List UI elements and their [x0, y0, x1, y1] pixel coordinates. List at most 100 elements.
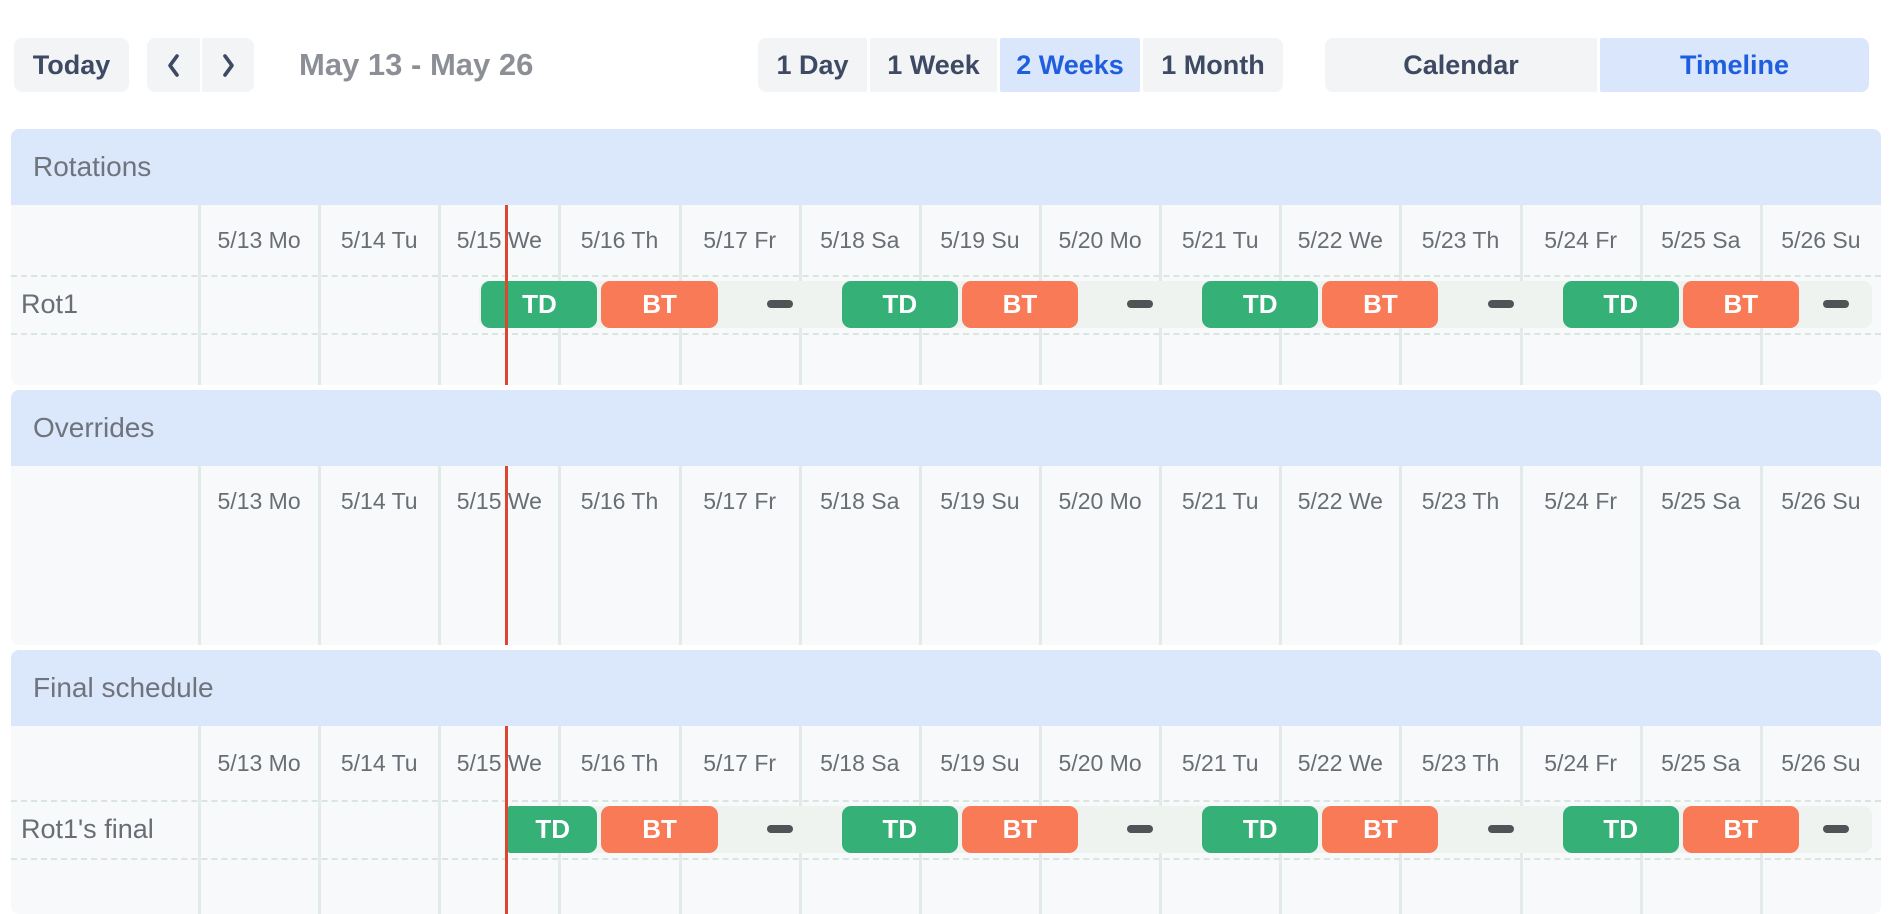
section-title: Overrides	[33, 412, 155, 443]
date-header-cell: 5/24 Fr	[1544, 750, 1618, 776]
date-header-cell: 5/13 Mo	[217, 227, 301, 253]
grid-line	[318, 726, 322, 914]
section-title: Rotations	[33, 151, 152, 182]
date-header-cell: 5/19 Su	[940, 750, 1020, 776]
chevron-right-icon	[222, 53, 234, 77]
grid-line	[1279, 466, 1283, 645]
date-header-cell: 5/25 Sa	[1661, 488, 1741, 514]
view-2-weeks-button[interactable]: 2 Weeks	[1000, 38, 1140, 92]
date-header-cell: 5/26 Su	[1781, 227, 1861, 253]
grid-line	[1159, 466, 1163, 645]
shift-bar[interactable]: TD	[507, 806, 598, 853]
date-header-cell: 5/14 Tu	[340, 488, 418, 514]
view-1-week-button[interactable]: 1 Week	[870, 38, 997, 92]
empty-slot-dash[interactable]	[766, 825, 793, 833]
empty-slot-dash[interactable]	[1127, 300, 1154, 308]
chevron-left-icon	[168, 53, 179, 77]
date-header-cell: 5/26 Su	[1781, 750, 1861, 776]
date-header-cell: 5/20 Mo	[1058, 488, 1142, 514]
grid-line	[798, 466, 802, 645]
empty-slot-dash[interactable]	[1823, 300, 1850, 308]
date-header-cell: 5/17 Fr	[703, 227, 777, 253]
date-header-cell: 5/20 Mo	[1058, 750, 1142, 776]
empty-slot-dash[interactable]	[1487, 825, 1514, 833]
grid-line	[1039, 466, 1042, 645]
shift-bar[interactable]: TD	[1202, 806, 1319, 853]
next-button[interactable]	[202, 38, 254, 92]
grid-line	[198, 205, 201, 385]
shift-bar[interactable]: TD	[1562, 281, 1679, 328]
today-button[interactable]: Today	[14, 38, 129, 92]
date-header-cell: 5/18 Sa	[820, 488, 900, 514]
date-header-cell: 5/23 Th	[1421, 227, 1500, 253]
view-1-day-button[interactable]: 1 Day	[758, 38, 867, 92]
current-time-indicator	[504, 466, 508, 645]
empty-slot-dash[interactable]	[1487, 300, 1514, 308]
date-header-cell: 5/22 We	[1297, 750, 1383, 776]
date-header-cell: 5/23 Th	[1421, 750, 1500, 776]
empty-slot-dash[interactable]	[766, 300, 793, 308]
row-separator	[11, 275, 1881, 277]
date-header-cell: 5/22 We	[1297, 488, 1383, 514]
shift-bar[interactable]: BT	[1682, 806, 1799, 853]
section-header-overrides: Overrides	[11, 390, 1881, 466]
date-header-cell: 5/17 Fr	[703, 488, 777, 514]
date-header-cell: 5/24 Fr	[1544, 227, 1618, 253]
timeline-mode-button[interactable]: Timeline	[1600, 38, 1869, 92]
date-header-cell: 5/17 Fr	[703, 750, 777, 776]
grid-line	[1399, 466, 1403, 645]
date-header-cell: 5/16 Th	[580, 750, 659, 776]
date-header-cell: 5/20 Mo	[1058, 227, 1142, 253]
shift-bar[interactable]: BT	[961, 806, 1079, 853]
shift-bar[interactable]: BT	[1322, 281, 1439, 328]
row-separator	[11, 858, 1881, 860]
grid-line	[318, 466, 322, 645]
date-header-cell: 5/18 Sa	[820, 750, 900, 776]
empty-slot-dash[interactable]	[1823, 825, 1850, 833]
mode-switcher: Calendar Timeline	[1325, 38, 1869, 92]
date-header-cell: 5/16 Th	[580, 227, 659, 253]
shift-bar[interactable]: BT	[601, 281, 718, 328]
grid-line	[438, 466, 442, 645]
date-header-cell: 5/22 We	[1297, 227, 1383, 253]
date-header-cell: 5/13 Mo	[217, 488, 301, 514]
section-header-rotations: Rotations	[11, 129, 1881, 205]
grid-line	[438, 205, 442, 385]
current-time-indicator	[504, 205, 508, 385]
shift-bar[interactable]: BT	[1682, 281, 1799, 328]
grid-line	[438, 726, 442, 914]
section-grid-final-schedule: 5/13 Mo 5/14 Tu 5/15 We 5/16 Th 5/17 Fr 5/18 …	[11, 726, 1881, 914]
date-header-cell: 5/16 Th	[580, 488, 659, 514]
date-range-title: May 13 - May 26	[299, 47, 534, 82]
section-grid-rotations: 5/13 Mo 5/14 Tu 5/15 We 5/16 Th 5/17 Fr 5/18 …	[11, 205, 1881, 385]
section-grid-overrides: 5/13 Mo 5/14 Tu 5/15 We 5/16 Th 5/17 Fr 5/18 …	[11, 466, 1881, 645]
date-header-cell: 5/15 We	[456, 488, 542, 514]
row-label: Rot1's final	[21, 813, 154, 844]
shift-bar[interactable]: TD	[841, 281, 958, 328]
grid-line	[198, 726, 201, 914]
view-1-month-button[interactable]: 1 Month	[1143, 38, 1283, 92]
shift-bar[interactable]: BT	[1322, 806, 1439, 853]
shift-bar[interactable]: TD	[481, 281, 598, 328]
grid-line	[318, 205, 322, 385]
shift-bar[interactable]: BT	[961, 281, 1079, 328]
date-header-cell: 5/15 We	[456, 750, 542, 776]
empty-slot-dash[interactable]	[1127, 825, 1154, 833]
grid-line	[198, 466, 201, 645]
calendar-mode-button[interactable]: Calendar	[1325, 38, 1597, 92]
shift-bar[interactable]: TD	[1562, 806, 1679, 853]
date-header-cell: 5/13 Mo	[217, 750, 301, 776]
shift-bar[interactable]: BT	[601, 806, 718, 853]
grid-line	[1759, 466, 1763, 645]
shift-bar[interactable]: TD	[841, 806, 958, 853]
section-header-final-schedule: Final schedule	[11, 650, 1881, 726]
current-time-indicator	[504, 726, 508, 914]
shift-bar[interactable]: TD	[1202, 281, 1319, 328]
date-header-cell: 5/21 Tu	[1181, 750, 1259, 776]
section-title: Final schedule	[33, 672, 214, 703]
prev-button[interactable]	[147, 38, 200, 92]
date-header-cell: 5/18 Sa	[820, 227, 900, 253]
date-header-cell: 5/19 Su	[940, 488, 1020, 514]
toolbar: Today May 13 - May 26 1 Day 1 Week 2 Wee…	[0, 0, 1892, 129]
